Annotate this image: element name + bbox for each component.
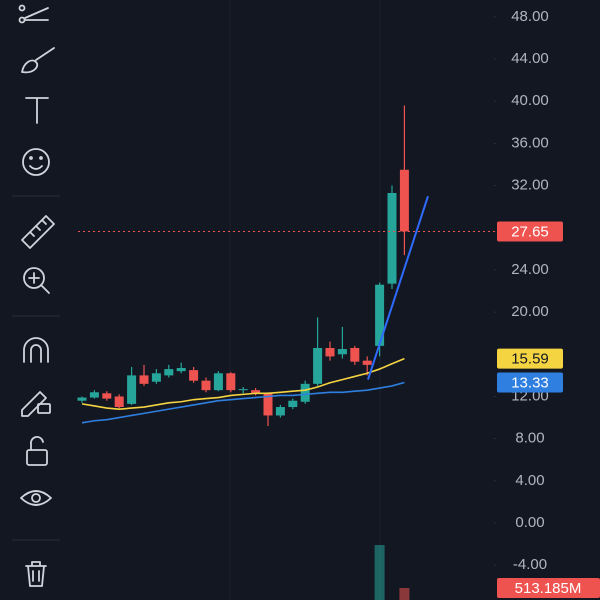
text-tool[interactable] xyxy=(25,97,49,124)
y-tick-label: 32.00 xyxy=(511,177,549,194)
y-tick-label: 8.00 xyxy=(515,430,544,447)
candle-body xyxy=(387,192,397,284)
candle-body xyxy=(300,383,310,402)
candle-body xyxy=(102,393,112,399)
price-tag-label: 27.65 xyxy=(511,223,549,240)
y-tick-label: 40.00 xyxy=(511,92,549,109)
candle-body xyxy=(337,349,347,355)
candle-body xyxy=(164,369,174,376)
candle-body xyxy=(127,375,137,404)
moving-average-line xyxy=(81,381,405,424)
candle-body xyxy=(89,392,99,398)
pattern-tool[interactable] xyxy=(18,4,49,24)
price-tag-label: 13.33 xyxy=(511,374,549,391)
price-tag-label: 15.59 xyxy=(511,351,549,368)
candle-body xyxy=(399,169,409,232)
y-tick-label: 20.00 xyxy=(511,303,549,320)
candle-body xyxy=(151,373,161,382)
candle-body xyxy=(313,347,323,384)
y-tick-label: 0.00 xyxy=(515,514,544,531)
candle-body xyxy=(275,407,285,416)
lock-tool[interactable] xyxy=(26,436,48,466)
candle-body xyxy=(238,389,248,391)
plot-area: -4.000.004.008.0012.0020.0024.0032.0036.… xyxy=(77,8,600,600)
trend-line xyxy=(367,195,429,380)
visibility-tool[interactable] xyxy=(20,490,52,506)
y-tick-label: 36.00 xyxy=(511,134,549,151)
candle-body xyxy=(362,360,372,365)
candle-body xyxy=(350,347,360,362)
y-tick-label: 4.00 xyxy=(515,472,544,489)
moving-average-line xyxy=(81,357,405,410)
price-tag xyxy=(497,221,563,242)
toolbar xyxy=(12,4,60,587)
y-tick-label: -4.00 xyxy=(513,556,547,573)
candle-body xyxy=(114,396,124,408)
lock-drawing-tool[interactable] xyxy=(21,391,51,417)
candle-body xyxy=(189,370,199,381)
candle-body xyxy=(176,368,186,372)
price-tag xyxy=(497,348,563,369)
y-tick-label: 24.00 xyxy=(511,261,549,278)
candle-body xyxy=(263,393,273,416)
candle-body xyxy=(201,380,211,391)
brush-tool[interactable] xyxy=(21,47,55,74)
price-tag xyxy=(497,372,563,393)
y-tick-label: 48.00 xyxy=(511,8,549,25)
volume-tag xyxy=(497,578,600,598)
volume-bar xyxy=(399,588,410,600)
delete-tool[interactable] xyxy=(25,561,47,587)
candle-body xyxy=(288,400,298,408)
emoji-tool[interactable] xyxy=(22,148,50,176)
candle-body xyxy=(139,375,149,384)
candle-body xyxy=(325,347,335,357)
y-tick-label: 44.00 xyxy=(511,50,549,67)
candle-body xyxy=(251,390,261,394)
candle-body xyxy=(213,373,223,391)
volume-bar xyxy=(374,545,385,600)
magnet-tool[interactable] xyxy=(23,337,49,363)
volume-tag-label: 513.185M xyxy=(515,580,582,597)
ruler-tool[interactable] xyxy=(21,215,55,249)
zoom-tool[interactable] xyxy=(23,267,50,294)
candle-body xyxy=(375,284,385,346)
candle-body xyxy=(77,397,87,401)
candle-body xyxy=(226,373,236,391)
